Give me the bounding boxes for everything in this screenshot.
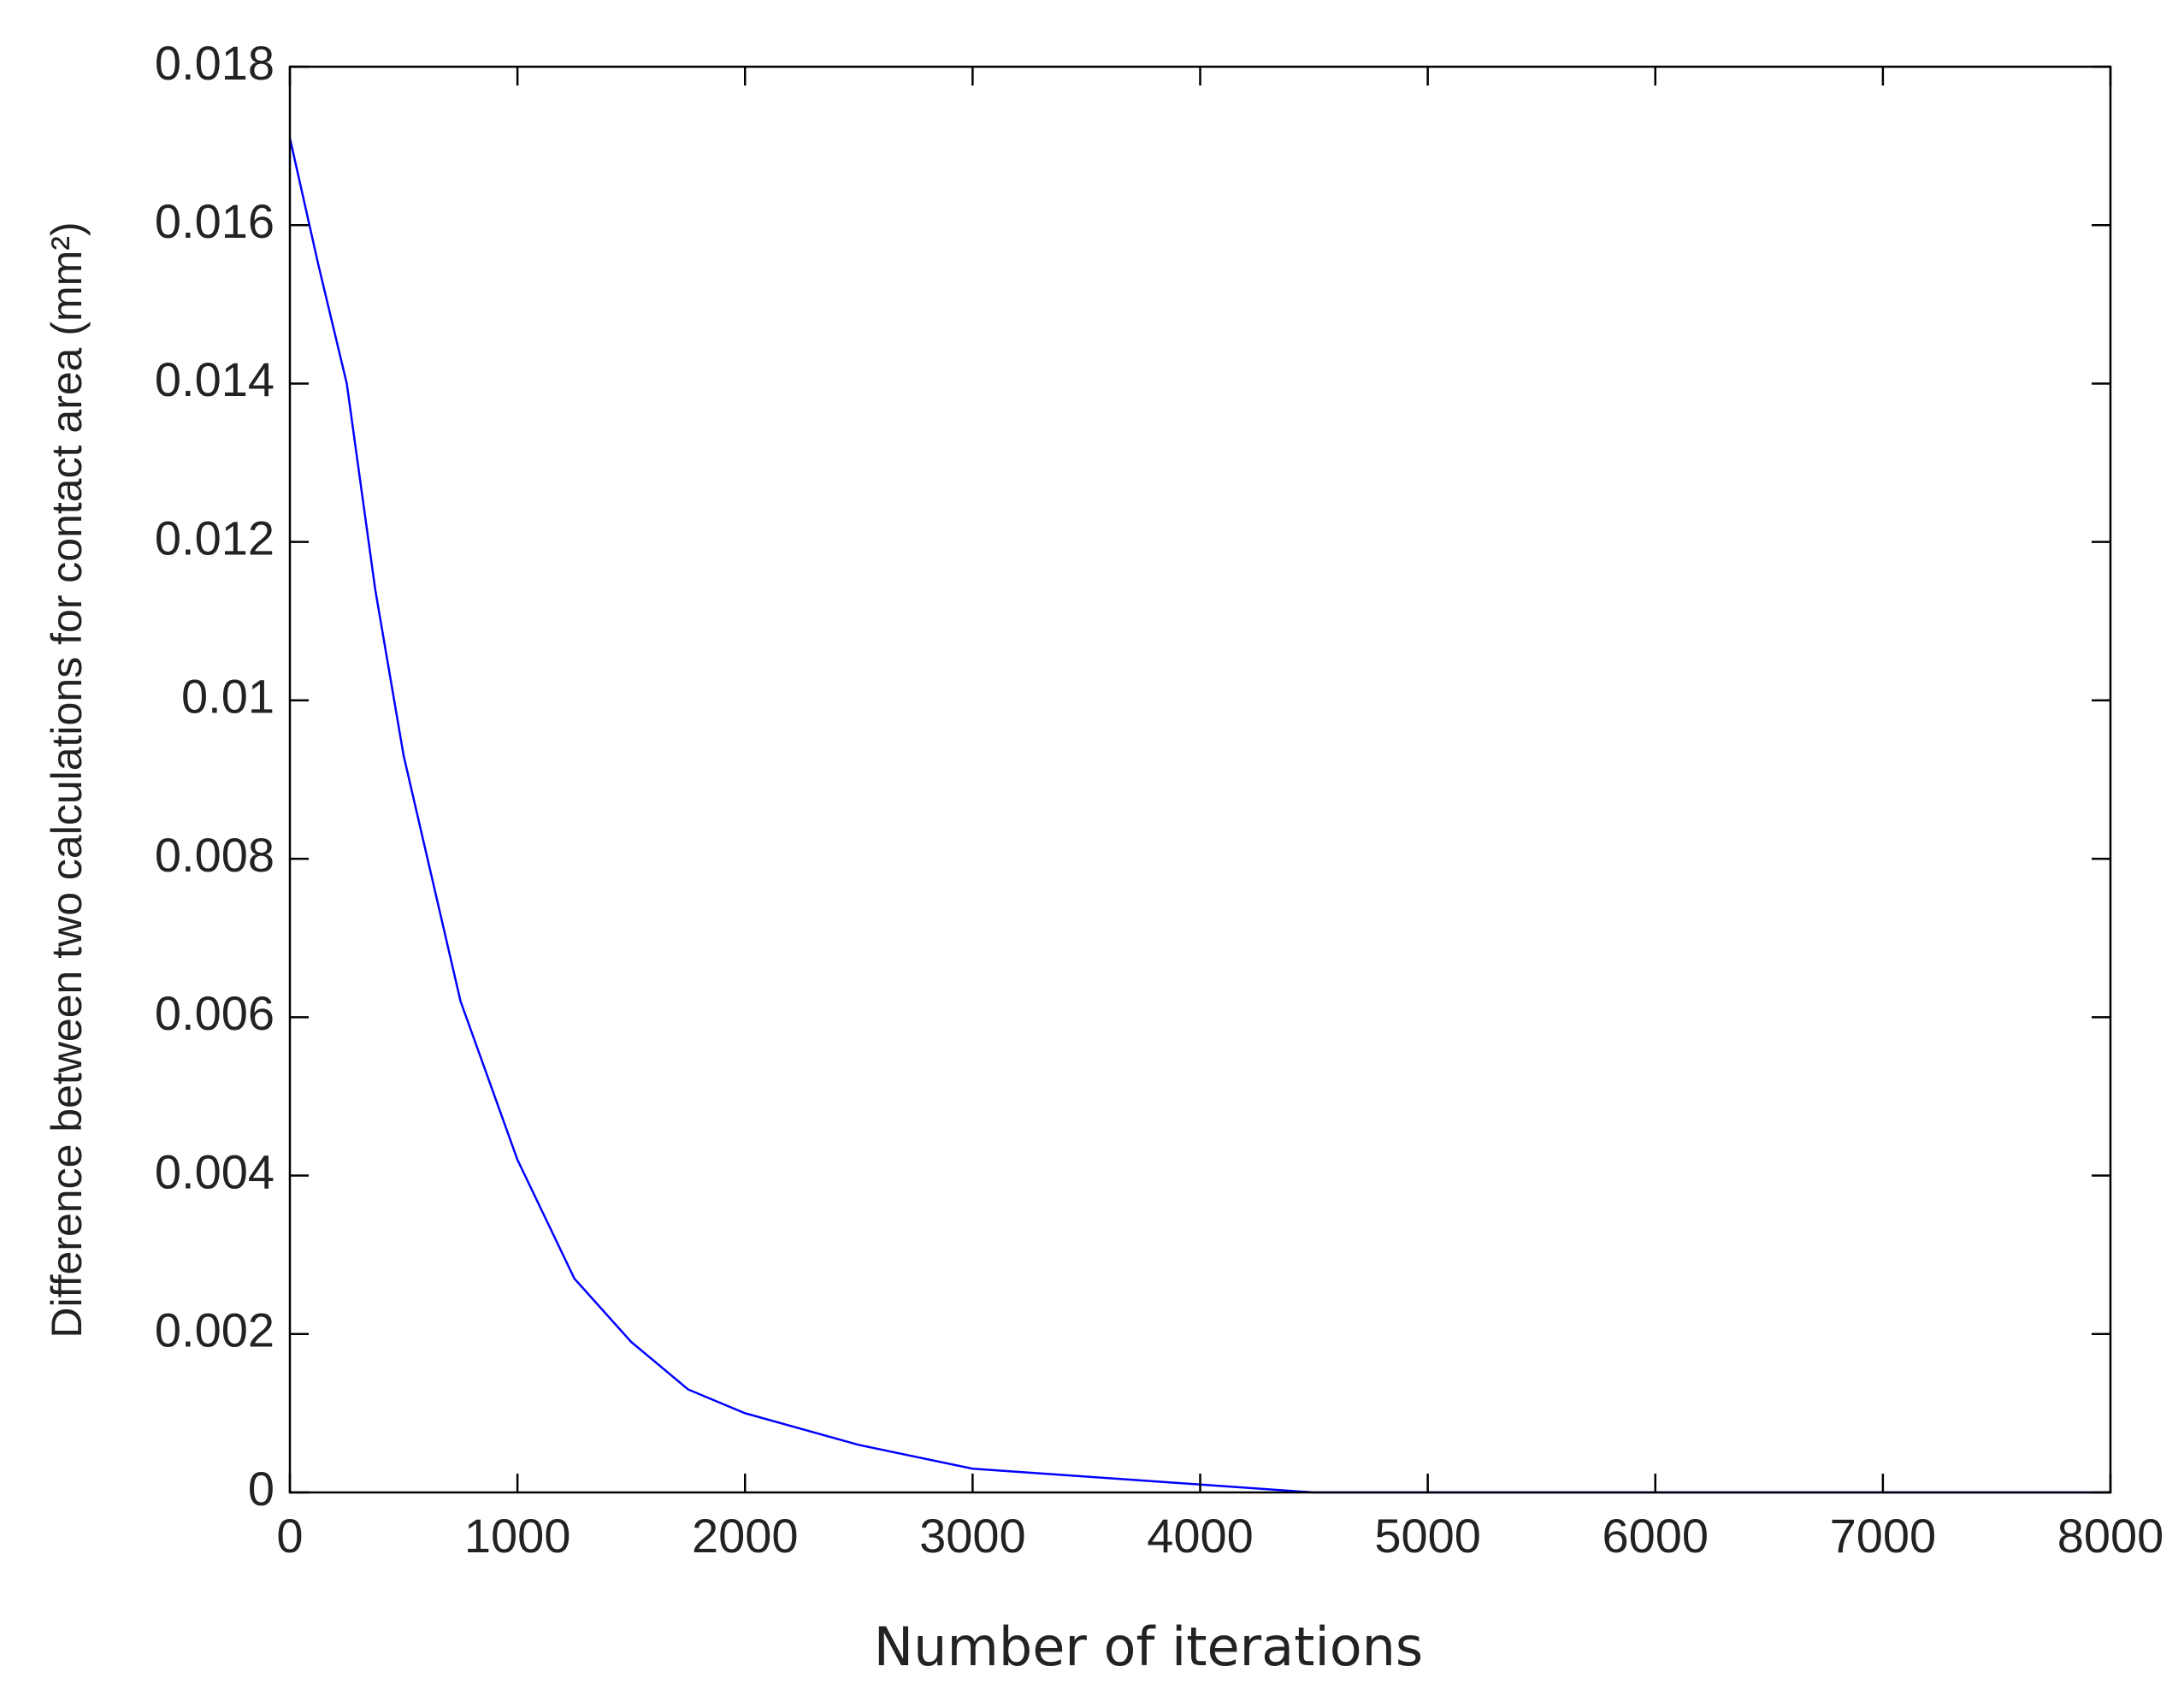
y-tick-label: 0.002 bbox=[155, 1303, 274, 1357]
y-tick-label: 0.006 bbox=[155, 986, 274, 1040]
x-tick-label: 5000 bbox=[1374, 1509, 1481, 1563]
x-tick-label: 1000 bbox=[464, 1509, 571, 1563]
x-tick-label: 8000 bbox=[2057, 1509, 2164, 1563]
y-tick-label: 0.016 bbox=[155, 194, 274, 248]
y-tick-label: 0.01 bbox=[181, 670, 274, 724]
y-tick-label: 0.008 bbox=[155, 828, 274, 882]
x-tick-label: 2000 bbox=[692, 1509, 799, 1563]
plot-frame bbox=[288, 65, 2112, 1494]
y-tick-label: 0.004 bbox=[155, 1144, 274, 1198]
x-tick-label: 0 bbox=[276, 1509, 303, 1563]
x-tick-label: 4000 bbox=[1147, 1509, 1254, 1563]
y-tick-label: 0.014 bbox=[155, 352, 274, 406]
x-tick-label: 3000 bbox=[919, 1509, 1026, 1563]
x-tick-label: 6000 bbox=[1602, 1509, 1709, 1563]
x-axis-label: Number of iterations bbox=[874, 1616, 1423, 1678]
data-line bbox=[288, 138, 2110, 1494]
y-tick-label: 0 bbox=[248, 1462, 274, 1516]
y-tick-label: 0.018 bbox=[155, 36, 274, 90]
y-axis-label: Difference between two calculations for … bbox=[43, 222, 91, 1338]
y-tick-label: 0.012 bbox=[155, 511, 274, 564]
x-tick-label: 7000 bbox=[1830, 1509, 1937, 1563]
